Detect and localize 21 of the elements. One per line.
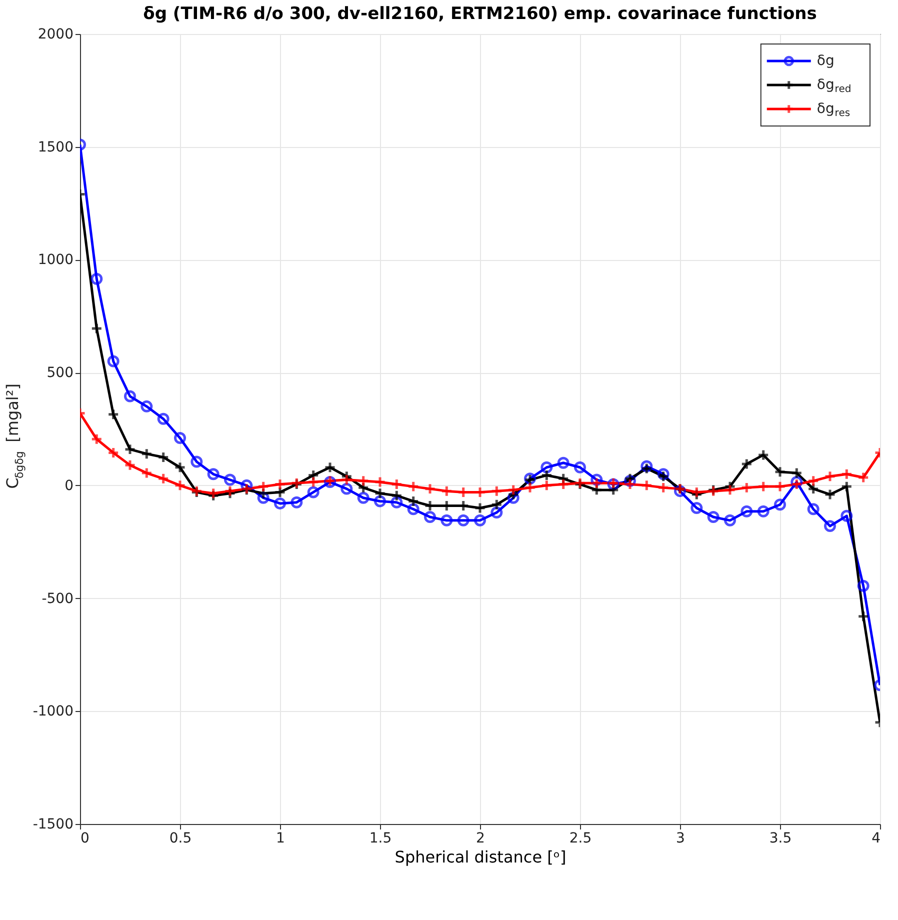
x-tick-label: 3.5 <box>769 830 792 846</box>
y-tick-label: 0 <box>64 478 74 494</box>
x-tick-label: 2.5 <box>569 830 592 846</box>
y-tick-label: -1500 <box>32 816 74 832</box>
y-axis-title: Cδgδg [mgal²] <box>3 383 26 489</box>
x-tick-label: 3 <box>676 830 685 846</box>
x-axis-title: Spherical distance [ᵒ] <box>394 848 566 866</box>
y-tick-label: -500 <box>42 590 74 607</box>
y-tick-label: 500 <box>46 365 74 382</box>
y-tick-label: -1000 <box>32 704 74 720</box>
y-tick-label: 2000 <box>38 26 74 42</box>
x-tick-label: 0 <box>80 830 90 846</box>
x-tick-label: 1.5 <box>369 830 392 846</box>
y-tick-label: 1000 <box>38 252 74 268</box>
legend-label: δg <box>816 53 834 69</box>
x-tick-label: 4 <box>872 830 881 846</box>
x-tick-label: 2 <box>476 830 485 846</box>
x-tick-label: 0.5 <box>169 830 192 846</box>
chart-title: δg (TIM-R6 d/o 300, dv-ell2160, ERTM2160) emp. covarinace functions <box>143 4 817 24</box>
x-tick-label: 1 <box>276 830 285 846</box>
y-tick-label: 1500 <box>38 139 74 156</box>
